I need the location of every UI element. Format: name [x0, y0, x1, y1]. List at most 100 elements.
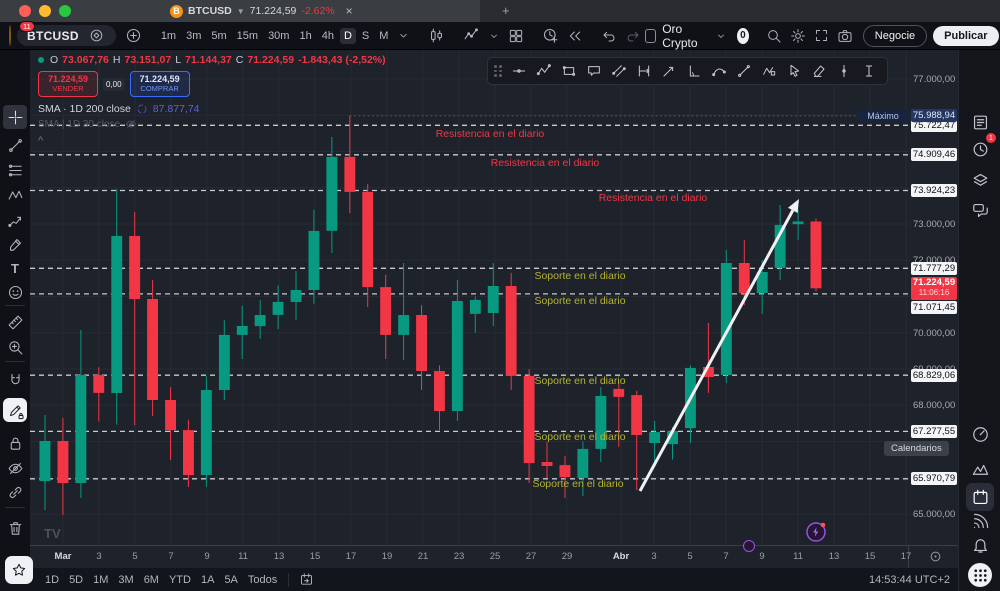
path-tool[interactable]	[756, 63, 781, 79]
interval-15m[interactable]: 15m	[236, 29, 259, 42]
screenshot-button[interactable]	[833, 28, 857, 44]
trend-line-tool[interactable]	[731, 63, 756, 79]
toolbar-drag-handle[interactable]	[494, 65, 502, 77]
emoji-tool[interactable]	[3, 280, 27, 304]
watchlist-selector[interactable]: Oro Crypto 0	[645, 22, 749, 50]
close-window-button[interactable]	[19, 5, 31, 17]
remove-drawings-tool[interactable]	[3, 516, 27, 540]
clock[interactable]: 14:53:44 UTC+2	[868, 573, 950, 586]
chat-panel[interactable]	[966, 196, 994, 224]
horizontal-line-tool[interactable]	[506, 63, 531, 79]
cursor-tool[interactable]	[781, 63, 806, 79]
interval-30m[interactable]: 30m	[268, 29, 290, 42]
interval-1h[interactable]: 1h	[299, 29, 312, 42]
date-range-tool[interactable]	[631, 63, 656, 79]
go-to-date-button[interactable]	[295, 572, 318, 587]
close-tab-icon[interactable]: ×	[345, 4, 353, 18]
text-tool[interactable]: T	[11, 260, 19, 276]
chart-type-button[interactable]	[424, 27, 449, 44]
vertical-line-tool[interactable]	[831, 63, 856, 79]
redo-button[interactable]	[621, 28, 645, 44]
fullscreen-button[interactable]	[810, 28, 833, 43]
apps-menu[interactable]	[968, 563, 992, 587]
undo-button[interactable]	[597, 28, 621, 44]
candlestick-chart[interactable]: Resistencia en el diario Resistencia en e…	[30, 50, 910, 545]
brush-tool[interactable]	[3, 232, 27, 256]
range-5a[interactable]: 5A	[224, 573, 238, 586]
fib-retracement-tool[interactable]	[3, 158, 27, 182]
technicals-panel[interactable]	[966, 420, 994, 448]
collapse-indicators-chevron[interactable]: ^	[38, 135, 44, 147]
hidden-eye-icon[interactable]	[125, 118, 137, 130]
axis-settings-icon[interactable]	[928, 549, 943, 564]
trade-button[interactable]: Negocie	[862, 24, 928, 47]
range-ytd[interactable]: YTD	[168, 573, 191, 586]
timeline-event-marker[interactable]	[743, 540, 755, 552]
symbol-search[interactable]: BTCUSD	[17, 25, 116, 46]
indicators-button[interactable]	[459, 27, 484, 44]
zoom-window-button[interactable]	[59, 5, 71, 17]
indicators-chevron-icon[interactable]	[484, 30, 504, 42]
range-3m[interactable]: 3M	[118, 573, 134, 586]
bar-replay-button[interactable]	[563, 28, 587, 44]
trend-angle-tool[interactable]	[681, 63, 706, 79]
magnet-tool[interactable]	[3, 368, 27, 392]
rectangle-tool[interactable]	[556, 63, 581, 79]
watchlist-chevron-icon[interactable]	[711, 30, 731, 42]
notifications-panel[interactable]	[966, 530, 994, 558]
drawing-lock-button[interactable]	[3, 398, 27, 422]
buy-button[interactable]: 71.224,59 COMPRAR	[129, 71, 190, 97]
range-todos[interactable]: Todos	[247, 573, 278, 586]
layout-button[interactable]	[504, 28, 528, 44]
interval-1m[interactable]: 1m	[160, 29, 177, 42]
forecast-tool[interactable]	[3, 208, 27, 232]
interval-3m[interactable]: 3m	[186, 29, 202, 42]
compare-symbol-button[interactable]	[121, 27, 146, 44]
sync-drawings-tool[interactable]	[3, 480, 27, 504]
favorites-star-button[interactable]	[5, 556, 33, 584]
trend-line-tool[interactable]	[3, 133, 27, 157]
publish-button[interactable]: Publicar	[933, 25, 999, 46]
range-1m[interactable]: 1M	[93, 573, 109, 586]
news-panel[interactable]	[966, 507, 994, 535]
crosshair-tool[interactable]	[3, 105, 27, 129]
parallel-channel-tool[interactable]	[606, 63, 631, 79]
watchlist-checkbox[interactable]	[645, 28, 657, 43]
zoom-in-tool[interactable]	[3, 335, 27, 359]
sma30-indicator-row[interactable]: SMA | 1D 30 close	[38, 118, 386, 130]
interval-4h[interactable]: 4h	[321, 29, 334, 42]
time-axis[interactable]: Mar 3 5 7 9 11 13 15 17 19 21 23 25 27 29 Abr 3 5 7 9 11 13 15…	[30, 540, 958, 569]
range-6m[interactable]: 6M	[143, 573, 159, 586]
interval-S[interactable]: S	[361, 29, 370, 42]
curve-tool[interactable]	[706, 63, 731, 79]
interval-D[interactable]: D	[339, 27, 356, 44]
watchlist-panel[interactable]	[966, 108, 994, 136]
arrow-marker-tool[interactable]	[656, 63, 681, 79]
create-alert-button[interactable]	[538, 27, 563, 44]
range-1d[interactable]: 1D	[45, 573, 60, 586]
price-range-tool[interactable]	[856, 63, 881, 79]
range-1a[interactable]: 1A	[200, 573, 215, 586]
measure-tool[interactable]	[3, 310, 27, 334]
quick-search-button[interactable]	[762, 28, 786, 44]
object-tree-panel[interactable]	[966, 166, 994, 194]
hide-all-tool[interactable]	[3, 456, 27, 480]
alerts-panel[interactable]: 1	[966, 133, 996, 163]
settings-button[interactable]	[786, 28, 810, 44]
sell-button[interactable]: 71.224,59 VENDER	[38, 71, 98, 97]
user-avatar[interactable]: 11	[9, 21, 35, 46]
trend-zigzag-tool[interactable]	[531, 63, 556, 79]
calendar-panel[interactable]	[966, 483, 994, 511]
range-5d[interactable]: 5D	[69, 573, 84, 586]
callout-tool[interactable]	[581, 63, 606, 79]
eraser-tool[interactable]	[806, 63, 831, 79]
new-tab-button[interactable]: +	[502, 3, 510, 18]
browser-tab[interactable]: B BTCUSD ▼ 71.224,59 -2.62% ×	[170, 0, 353, 22]
minimize-window-button[interactable]	[39, 5, 51, 17]
interval-more-chevron-icon[interactable]	[393, 29, 414, 42]
lock-all-tool[interactable]	[3, 431, 27, 455]
interval-M[interactable]: M	[379, 29, 389, 42]
sma200-indicator-row[interactable]: SMA · 1D 200 close 87.877,74	[38, 103, 386, 115]
interval-5m[interactable]: 5m	[211, 29, 227, 42]
pattern-tool[interactable]	[3, 183, 27, 207]
